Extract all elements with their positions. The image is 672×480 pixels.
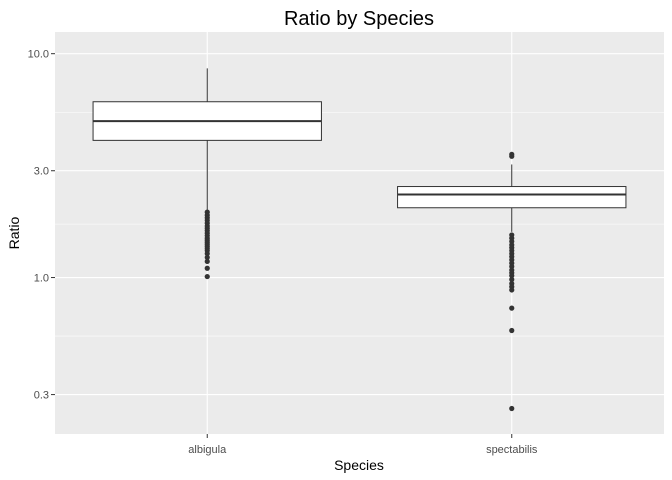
x-axis: albigula spectabilis xyxy=(188,434,538,456)
plot-panel xyxy=(55,32,664,434)
outlier-point xyxy=(509,287,515,293)
iqr-box xyxy=(397,186,627,209)
outlier-point xyxy=(509,153,515,159)
y-tick-label: 0.3 xyxy=(34,390,49,402)
outlier-point xyxy=(204,273,210,280)
outlier-point xyxy=(509,305,515,311)
outlier-point xyxy=(204,254,210,261)
y-axis: 0.3 1.0 3.0 10.0 xyxy=(28,49,55,402)
y-tick-label: 10.0 xyxy=(28,49,49,61)
box-albigula xyxy=(92,68,322,280)
x-tick-label: spectabilis xyxy=(486,444,538,456)
box-spectabilis xyxy=(397,151,627,412)
x-axis-title: Species xyxy=(334,457,384,473)
outlier-point xyxy=(509,327,515,334)
outlier-point xyxy=(204,265,210,271)
y-tick-label: 1.0 xyxy=(34,273,49,285)
outlier-point xyxy=(204,250,210,257)
outlier-point xyxy=(509,276,515,283)
outlier-point xyxy=(509,273,515,279)
boxes xyxy=(92,68,627,412)
outlier-point xyxy=(204,258,210,265)
y-axis-title: Ratio xyxy=(6,216,22,249)
chart-title: Ratio by Species xyxy=(284,8,434,30)
outlier-point xyxy=(509,405,515,412)
y-tick-label: 3.0 xyxy=(34,166,49,178)
x-tick-label: albigula xyxy=(188,444,227,456)
